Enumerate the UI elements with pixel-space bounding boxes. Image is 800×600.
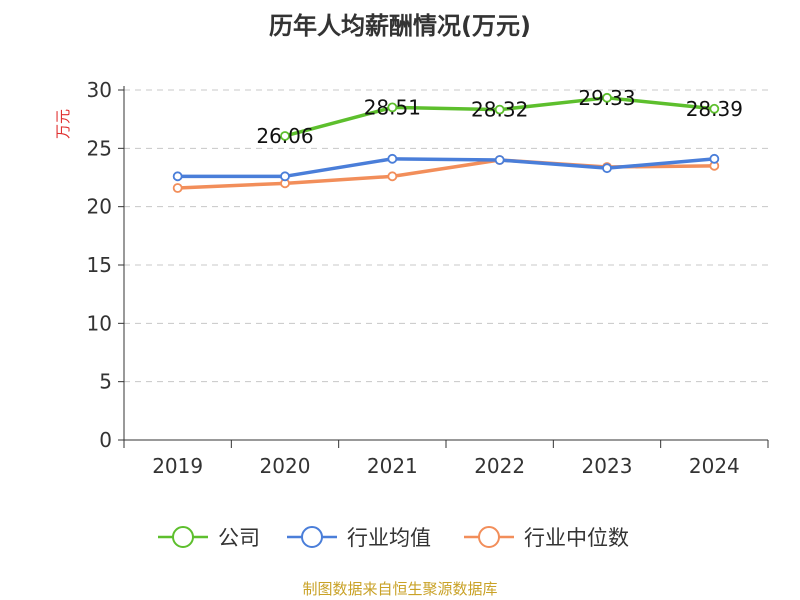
data-point (172, 183, 183, 193)
series-lines (172, 92, 720, 193)
y-tick-label: 0 (99, 428, 112, 452)
legend-marker (301, 526, 323, 548)
x-tick-label: 2024 (689, 454, 740, 478)
y-tick-label: 25 (87, 136, 112, 160)
axes (118, 86, 769, 448)
legend[interactable]: 公司 行业均值 行业中位数 (158, 526, 629, 550)
x-tick-label: 2022 (474, 454, 525, 478)
data-label: 29.33 (578, 86, 635, 110)
data-label: 28.51 (364, 95, 421, 119)
series-line (177, 157, 715, 179)
x-tick-label: 2021 (367, 454, 418, 478)
legend-item[interactable]: 行业中位数 (464, 526, 629, 550)
data-point (494, 104, 505, 115)
data-label: 28.39 (686, 97, 743, 121)
y-tick-label: 30 (87, 78, 112, 102)
legend-label: 行业中位数 (524, 526, 629, 550)
legend-label: 行业均值 (347, 526, 431, 550)
data-point (387, 153, 398, 164)
legend-marker (478, 526, 500, 548)
x-tick-label: 2019 (152, 454, 203, 478)
y-tick-label: 5 (99, 370, 112, 394)
data-point (280, 131, 290, 141)
y-axis-label: 万元 (54, 109, 72, 139)
source-note: 制图数据来自恒生聚源数据库 (302, 580, 497, 598)
y-tick-label: 15 (87, 253, 112, 277)
x-tick-labels: 2019 2020 2021 2022 2023 2024 (152, 454, 740, 478)
grid-lines (124, 89, 768, 383)
legend-marker (172, 526, 194, 548)
y-tick-label: 20 (87, 195, 112, 219)
data-point (172, 171, 183, 182)
y-tick-labels: 0 5 10 15 20 25 30 (87, 78, 112, 452)
y-tick-label: 10 (87, 311, 112, 335)
legend-item[interactable]: 行业均值 (287, 526, 431, 550)
data-point (602, 92, 612, 103)
x-tick-label: 2020 (260, 454, 311, 478)
data-labels: 26.06 28.51 28.32 29.33 28.39 (256, 86, 743, 148)
chart-title: 历年人均薪酬情况(万元) (269, 12, 531, 40)
data-point (387, 171, 398, 182)
data-point (494, 155, 505, 165)
data-point (709, 103, 720, 114)
legend-item[interactable]: 公司 (158, 526, 260, 550)
data-label: 28.32 (471, 98, 528, 122)
data-point (280, 171, 290, 182)
legend-label: 公司 (218, 526, 260, 550)
data-point (709, 153, 720, 164)
x-tick-label: 2023 (582, 454, 633, 478)
data-point (602, 163, 612, 174)
data-point (387, 102, 398, 113)
data-label: 26.06 (256, 124, 313, 148)
